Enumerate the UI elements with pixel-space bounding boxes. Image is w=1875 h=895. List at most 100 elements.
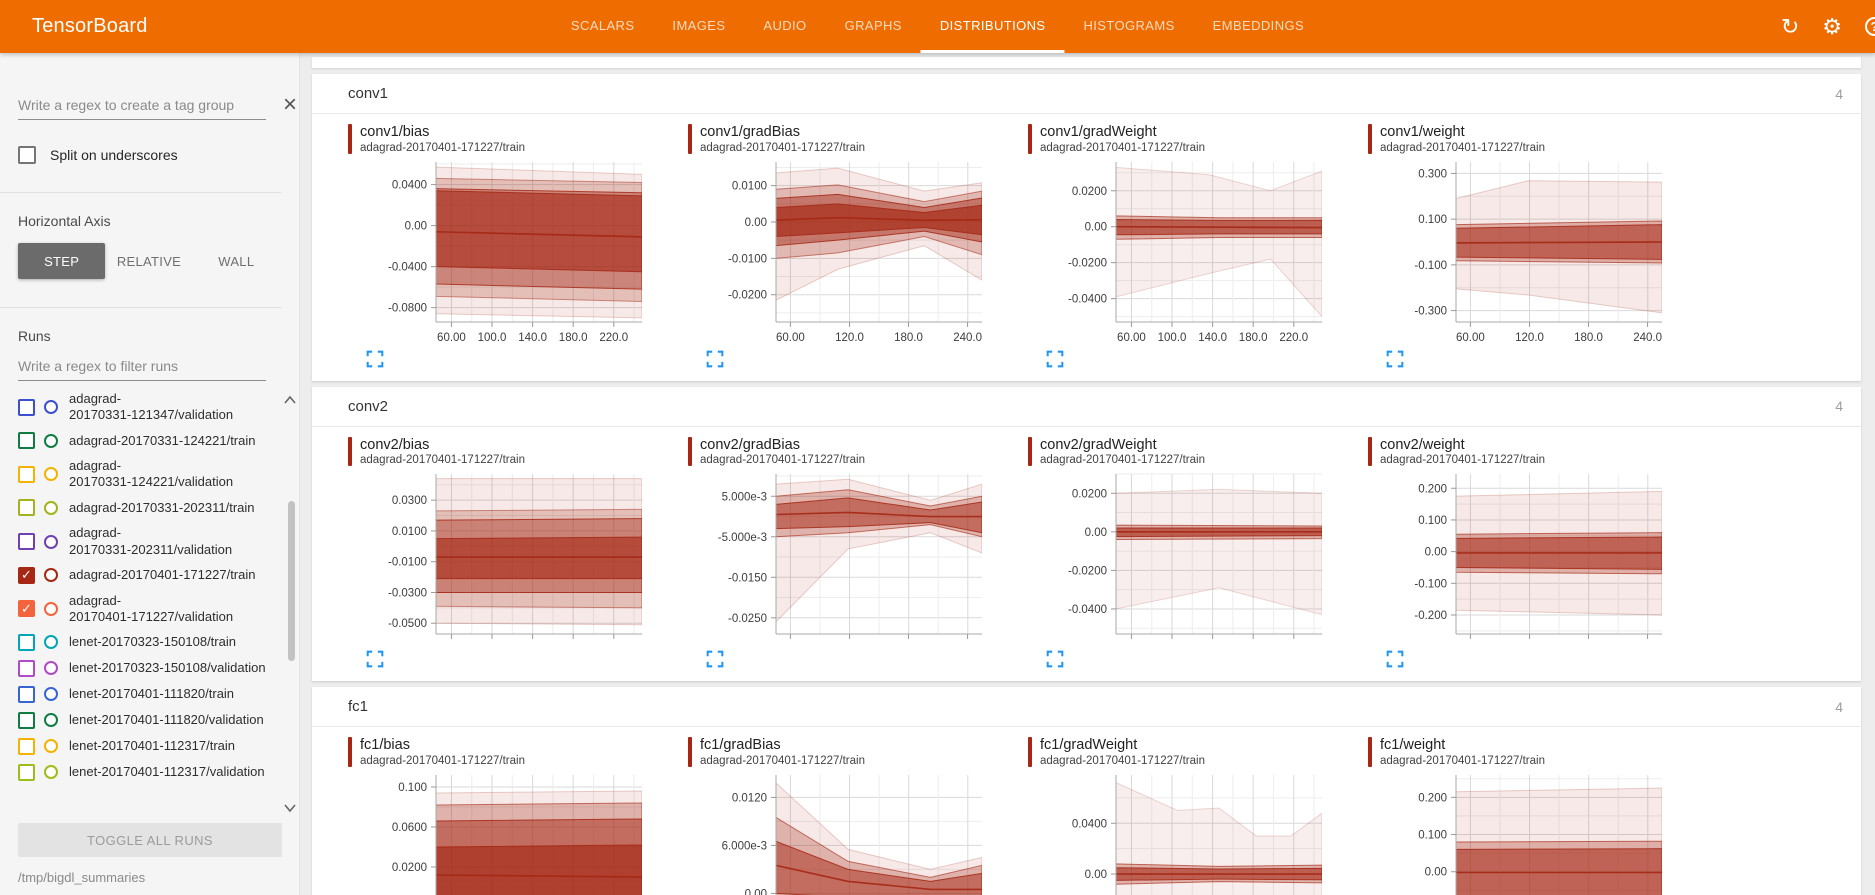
group-chart-count: 4 (1835, 398, 1843, 415)
run-item[interactable]: adagrad- 20170331-121347/validation (18, 391, 281, 423)
svg-text:0.0120: 0.0120 (732, 792, 767, 804)
run-checkbox[interactable]: ✓ (18, 566, 35, 584)
run-label: adagrad- 20170401-171227/validation (69, 592, 234, 624)
expand-chart-icon[interactable] (1386, 650, 1404, 668)
run-checkbox[interactable] (18, 499, 35, 517)
svg-text:0.00: 0.00 (1085, 527, 1107, 539)
tab-scalars[interactable]: SCALARS (570, 17, 635, 33)
run-item[interactable]: adagrad- 20170331-124221/validation (18, 458, 281, 490)
svg-text:0.100: 0.100 (398, 782, 427, 794)
run-checkbox[interactable] (18, 659, 35, 677)
sidebar: × Split on underscores Horizontal Axis S… (0, 53, 300, 895)
run-checkbox[interactable] (18, 763, 35, 781)
run-item[interactable]: ✓ adagrad-20170401-171227/train (18, 566, 281, 584)
run-color-circle[interactable] (44, 400, 58, 415)
run-item[interactable]: lenet-20170323-150108/train (18, 633, 281, 651)
tag-regex-input[interactable] (18, 93, 266, 120)
group-name[interactable]: conv1 (348, 85, 389, 102)
expand-chart-icon[interactable] (1046, 650, 1064, 668)
run-item[interactable]: lenet-20170323-150108/validation (18, 659, 281, 677)
distribution-chart[interactable]: 0.0100 0.00 -0.0100 -0.0200 60.00 120.0 180.0 2… (688, 156, 998, 348)
run-color-circle[interactable] (44, 687, 58, 702)
run-checkbox[interactable] (18, 711, 35, 729)
run-label: lenet-20170323-150108/train (69, 634, 236, 650)
axis-option-wall[interactable]: WALL (218, 253, 255, 269)
expand-chart-icon[interactable] (366, 650, 384, 668)
split-underscores-row[interactable]: Split on underscores (18, 146, 299, 164)
run-color-circle[interactable] (44, 765, 58, 780)
run-color-circle[interactable] (44, 534, 58, 549)
tab-distributions[interactable]: DISTRIBUTIONS (920, 0, 1065, 53)
group-name[interactable]: fc1 (348, 698, 369, 716)
group-name[interactable]: conv2 (348, 397, 389, 415)
run-checkbox[interactable] (18, 737, 35, 755)
run-item[interactable]: lenet-20170401-112317/validation (18, 763, 281, 781)
run-color-circle[interactable] (44, 635, 58, 650)
axis-option-relative[interactable]: RELATIVE (116, 253, 182, 269)
distribution-chart[interactable]: 0.0200 0.00 -0.0200 -0.0400 (1028, 468, 1338, 648)
tag-group-card: conv1 4 conv1/bias adagrad-20170401-1712… (312, 74, 1861, 381)
distribution-chart[interactable]: 0.300 0.100 -0.100 -0.300 60.00 120.0 180.0 240… (1368, 156, 1678, 348)
distribution-chart[interactable]: 0.200 0.100 0.00 -0.100 -0.200 (1368, 468, 1678, 648)
run-color-circle[interactable] (44, 433, 58, 448)
run-checkbox[interactable] (18, 533, 35, 551)
svg-text:100.0: 100.0 (478, 332, 507, 344)
settings-gear-icon[interactable]: ⚙ (1822, 13, 1842, 39)
run-item[interactable]: adagrad-20170331-202311/train (18, 499, 281, 517)
run-color-circle[interactable] (44, 568, 58, 583)
run-color-circle[interactable] (44, 661, 58, 676)
run-item[interactable]: adagrad- 20170331-202311/validation (18, 525, 281, 557)
distribution-chart[interactable]: 0.0200 0.00 -0.0200 -0.0400 60.00 100.0 140.0 1… (1028, 156, 1338, 348)
run-item[interactable]: lenet-20170401-111820/validation (18, 711, 281, 729)
run-item[interactable]: ✓ adagrad- 20170401-171227/validation (18, 593, 281, 625)
run-color-circle[interactable] (44, 467, 58, 482)
chart-title: conv2/bias (360, 436, 430, 453)
scroll-up-icon[interactable] (283, 395, 297, 405)
run-color-bar (348, 737, 352, 768)
svg-text:0.0200: 0.0200 (1072, 185, 1107, 197)
run-color-circle[interactable] (44, 500, 58, 515)
refresh-icon[interactable]: ↻ (1780, 13, 1800, 39)
run-checkbox[interactable] (18, 465, 35, 483)
split-underscores-checkbox[interactable] (18, 146, 36, 164)
expand-chart-icon[interactable] (1386, 350, 1404, 368)
distribution-chart[interactable]: 0.0120 6.000e-3 0.00 (688, 769, 998, 895)
run-color-circle[interactable] (44, 601, 58, 616)
run-checkbox[interactable] (18, 685, 35, 703)
run-item[interactable]: lenet-20170401-111820/train (18, 685, 281, 703)
axis-option-step[interactable]: STEP (18, 243, 106, 279)
run-item[interactable]: adagrad-20170331-124221/train (18, 432, 281, 450)
help-icon[interactable]: ? (1865, 17, 1875, 36)
run-color-circle[interactable] (44, 739, 58, 754)
tab-audio[interactable]: AUDIO (763, 17, 807, 33)
run-item[interactable]: lenet-20170401-112317/train (18, 737, 281, 755)
tab-images[interactable]: IMAGES (672, 17, 726, 33)
expand-chart-icon[interactable] (1046, 350, 1064, 368)
tab-graphs[interactable]: GRAPHS (844, 17, 902, 33)
run-checkbox[interactable] (18, 432, 35, 450)
run-checkbox[interactable] (18, 633, 35, 651)
svg-text:60.00: 60.00 (1117, 332, 1146, 344)
expand-chart-icon[interactable] (366, 350, 384, 368)
run-color-circle[interactable] (44, 713, 58, 728)
run-checkbox[interactable]: ✓ (18, 600, 35, 618)
chart-panel: fc1/gradWeight adagrad-20170401-171227/t… (1028, 737, 1368, 895)
toggle-all-runs-button[interactable]: TOGGLE ALL RUNS (18, 823, 282, 857)
close-icon[interactable]: × (282, 91, 297, 118)
run-checkbox[interactable] (18, 398, 35, 416)
scroll-down-icon[interactable] (283, 803, 297, 813)
tab-histograms[interactable]: HISTOGRAMS (1083, 17, 1175, 33)
runs-scrollbar-thumb[interactable] (288, 501, 295, 661)
distribution-chart[interactable]: 0.0300 0.0100 -0.0100 -0.0300 -0.0500 (348, 468, 658, 648)
expand-chart-icon[interactable] (706, 650, 724, 668)
run-color-bar (688, 124, 692, 154)
expand-chart-icon[interactable] (706, 350, 724, 368)
tab-embeddings[interactable]: EMBEDDINGS (1212, 17, 1305, 33)
distribution-chart[interactable]: 5.000e-3 -5.000e-3 -0.0150 -0.0250 (688, 468, 998, 648)
runs-filter-input[interactable] (18, 354, 266, 381)
distribution-chart[interactable]: 0.0400 0.00 -0.0400 -0.0800 60.00 100.0 140.0 1… (348, 156, 658, 348)
svg-text:140.0: 140.0 (1198, 332, 1227, 344)
